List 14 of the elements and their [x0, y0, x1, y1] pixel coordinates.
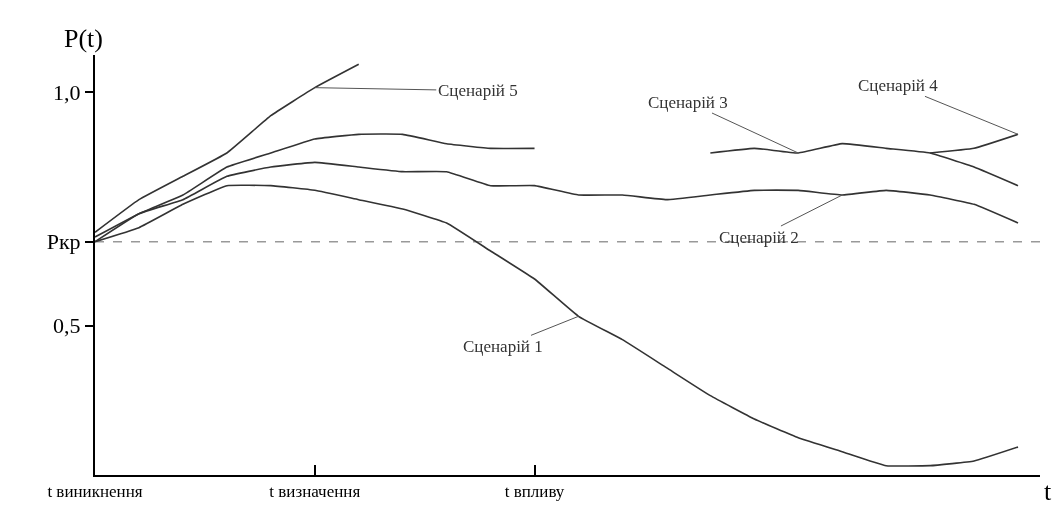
- x-tick-label: t виникнення: [47, 482, 143, 502]
- text: Сценарій 3: [648, 93, 728, 112]
- x-axis-title: t: [1044, 477, 1052, 506]
- x-tick-label: t впливу: [504, 482, 565, 502]
- x-tick-label: t визначення: [269, 482, 361, 502]
- y-tick-label: 1,0: [53, 80, 81, 106]
- y-tick-label: Pкр: [46, 229, 81, 255]
- y-axis-title: P(t): [64, 24, 103, 53]
- line-series: [95, 63, 360, 234]
- series-label: Сценарій 2: [719, 228, 799, 247]
- text: Сценарій 5: [438, 81, 518, 100]
- y-tick-label: 0,5: [53, 313, 81, 339]
- text: Сценарій 1: [463, 337, 543, 356]
- text: Сценарій 4: [858, 76, 939, 95]
